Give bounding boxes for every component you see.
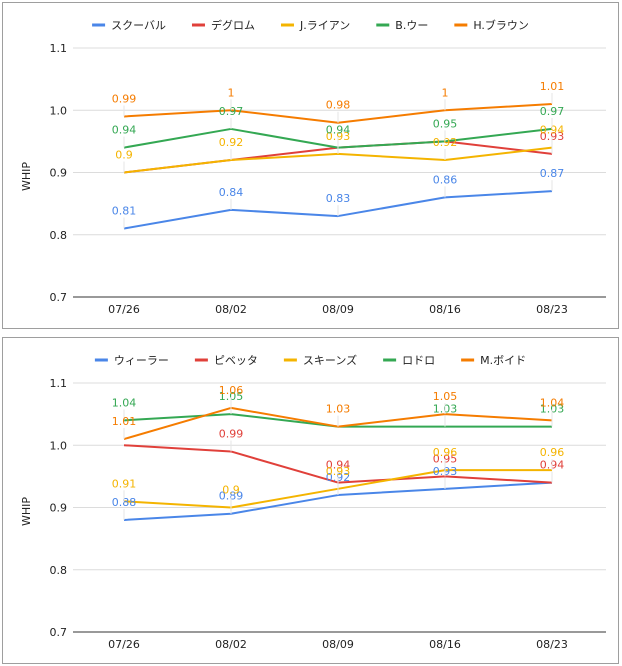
data-label: 1.04 xyxy=(112,396,137,409)
y-axis-label: WHIP xyxy=(20,162,33,191)
legend: スクーバル デグロム J.ライアン B.ウー H.ブラウン xyxy=(92,18,529,32)
data-label: 0.86 xyxy=(433,173,458,186)
y-tick-label: 1.1 xyxy=(50,377,68,390)
x-tick-label: 08/16 xyxy=(429,638,461,651)
data-label: 0.96 xyxy=(433,446,458,459)
data-label: 0.94 xyxy=(326,459,351,472)
y-tick-label: 0.7 xyxy=(50,626,68,639)
data-label: 0.91 xyxy=(112,477,137,490)
legend-label: H.ブラウン xyxy=(473,18,529,32)
y-tick-label: 0.9 xyxy=(50,167,68,180)
whip-chart-2-plot: 0.7 0.8 0.9 1.0 1.1 07/26 08/02 08/09 08/16 08/23… xyxy=(20,353,606,651)
data-label: 1 xyxy=(442,86,449,99)
data-label: 1.06 xyxy=(219,384,244,397)
data-label: 0.92 xyxy=(433,136,458,149)
data-label: 0.9 xyxy=(222,484,240,497)
data-label: 0.95 xyxy=(433,452,458,465)
whip-chart-1-plot: 0.7 0.8 0.9 1.0 1.1 07/26 08/02 08/09 08/16 08/23… xyxy=(20,18,606,316)
data-label: 0.81 xyxy=(112,205,137,218)
x-tick-label: 08/16 xyxy=(429,303,461,316)
legend-label: ピベッタ xyxy=(214,354,258,367)
data-label: 1.03 xyxy=(540,403,565,416)
legend-label: スクーバル xyxy=(111,19,166,32)
data-label: 0.96 xyxy=(540,446,565,459)
legend-label: J.ライアン xyxy=(299,19,350,32)
data-label: 0.93 xyxy=(326,465,351,478)
y-tick-label: 1.1 xyxy=(50,42,68,55)
legend-item: スキーンズ xyxy=(283,353,357,367)
data-label: 1 xyxy=(228,86,235,99)
data-label: 0.83 xyxy=(326,192,351,205)
legend-label: M.ボイド xyxy=(480,354,526,367)
data-label: 1.04 xyxy=(540,396,565,409)
data-label: 0.93 xyxy=(540,130,565,143)
data-label: 0.89 xyxy=(219,490,244,503)
data-label: 0.94 xyxy=(540,124,565,137)
data-label: 1.01 xyxy=(112,415,137,428)
x-tick-label: 08/23 xyxy=(536,303,568,316)
x-tick-label: 08/23 xyxy=(536,638,568,651)
legend-item: B.ウー xyxy=(376,19,428,32)
whip-chart-1: 0.7 0.8 0.9 1.0 1.1 07/26 08/02 08/09 08/16 08/23… xyxy=(2,2,619,329)
data-label: 0.94 xyxy=(326,124,351,137)
y-tick-label: 1.0 xyxy=(50,104,68,117)
x-tick-label: 07/26 xyxy=(108,638,140,651)
data-label: 0.97 xyxy=(219,105,244,118)
data-label: 0.99 xyxy=(219,427,244,440)
x-tick-label: 08/09 xyxy=(322,303,354,316)
legend-item: H.ブラウン xyxy=(454,18,529,32)
data-label: 0.95 xyxy=(433,117,458,130)
data-label: 1.05 xyxy=(433,390,458,403)
data-label: 0.99 xyxy=(112,92,137,105)
x-tick-label: 08/02 xyxy=(215,303,247,316)
data-label: 0.88 xyxy=(112,496,137,509)
legend-item: ロドロ xyxy=(383,354,435,367)
y-axis-label: WHIP xyxy=(20,497,33,526)
y-tick-label: 0.8 xyxy=(50,564,68,577)
data-label: 0.87 xyxy=(540,167,565,180)
legend-item: ウィーラー xyxy=(94,354,169,367)
legend: ウィーラー ピベッタ スキーンズ ロドロ M.ボイド xyxy=(94,353,526,367)
legend-label: デグロム xyxy=(211,18,255,32)
data-label: 0.9 xyxy=(115,149,133,162)
data-label: 1.03 xyxy=(326,403,351,416)
legend-item: M.ボイド xyxy=(461,354,526,367)
data-labels: 0.88 0.890.92 0.930.990.94 0.95 0.940.91 0.90… xyxy=(112,384,565,520)
legend-item: ピベッタ xyxy=(194,354,258,367)
legend-label: ウィーラー xyxy=(114,354,169,367)
series-line xyxy=(123,406,553,440)
x-tick-label: 08/09 xyxy=(322,638,354,651)
legend-item: スクーバル xyxy=(92,19,166,32)
y-tick-label: 1.0 xyxy=(50,439,68,452)
data-label: 0.97 xyxy=(540,105,565,118)
gridlines xyxy=(73,382,606,633)
y-tick-label: 0.7 xyxy=(50,291,68,304)
legend-label: B.ウー xyxy=(395,19,428,32)
x-tick-label: 08/02 xyxy=(215,638,247,651)
y-tick-label: 0.9 xyxy=(50,502,68,515)
data-label: 0.94 xyxy=(112,124,137,137)
legend-label: スキーンズ xyxy=(303,353,357,367)
y-tick-label: 0.8 xyxy=(50,229,68,242)
data-label: 1.01 xyxy=(540,80,565,93)
whip-chart-2: 0.7 0.8 0.9 1.0 1.1 07/26 08/02 08/09 08/16 08/23… xyxy=(2,337,619,664)
data-label: 1.05 xyxy=(219,390,244,403)
data-label: 0.93 xyxy=(326,130,351,143)
gridlines xyxy=(73,47,606,298)
data-labels: 0.81 0.84 0.83 0.86 0.87 0.93 0.9 0.92 0.93 0.92 0… xyxy=(112,80,565,229)
x-tick-label: 07/26 xyxy=(108,303,140,316)
legend-label: ロドロ xyxy=(402,354,435,367)
legend-item: J.ライアン xyxy=(280,19,350,32)
legend-item: デグロム xyxy=(191,18,255,32)
data-label: 0.98 xyxy=(326,99,351,112)
data-label: 0.84 xyxy=(219,186,244,199)
data-label: 0.92 xyxy=(219,136,244,149)
